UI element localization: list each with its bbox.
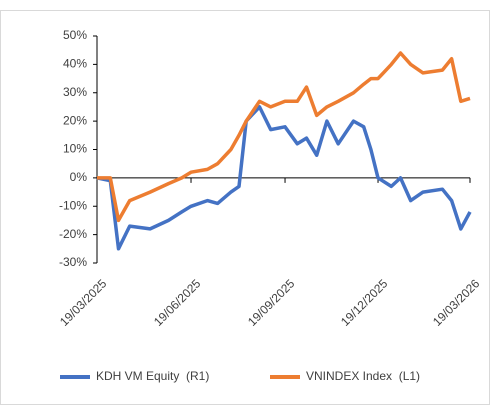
series-line	[97, 51, 471, 223]
y-tick-label: 20%	[63, 113, 87, 127]
y-tick-label: 0%	[70, 170, 88, 184]
y-tick-label: -20%	[59, 227, 87, 241]
legend-label: VNINDEX Index (L1)	[306, 369, 420, 383]
series-line	[96, 105, 472, 251]
y-tick-label: -30%	[59, 255, 87, 269]
y-tick-label: 30%	[63, 85, 87, 99]
y-tick-label: -10%	[59, 198, 87, 212]
y-tick-label: 50%	[63, 28, 87, 42]
y-tick-label: 10%	[63, 142, 87, 156]
legend-label: KDH VM Equity (R1)	[96, 369, 209, 383]
y-tick-label: 40%	[63, 57, 87, 71]
chart-frame	[0, 10, 490, 405]
